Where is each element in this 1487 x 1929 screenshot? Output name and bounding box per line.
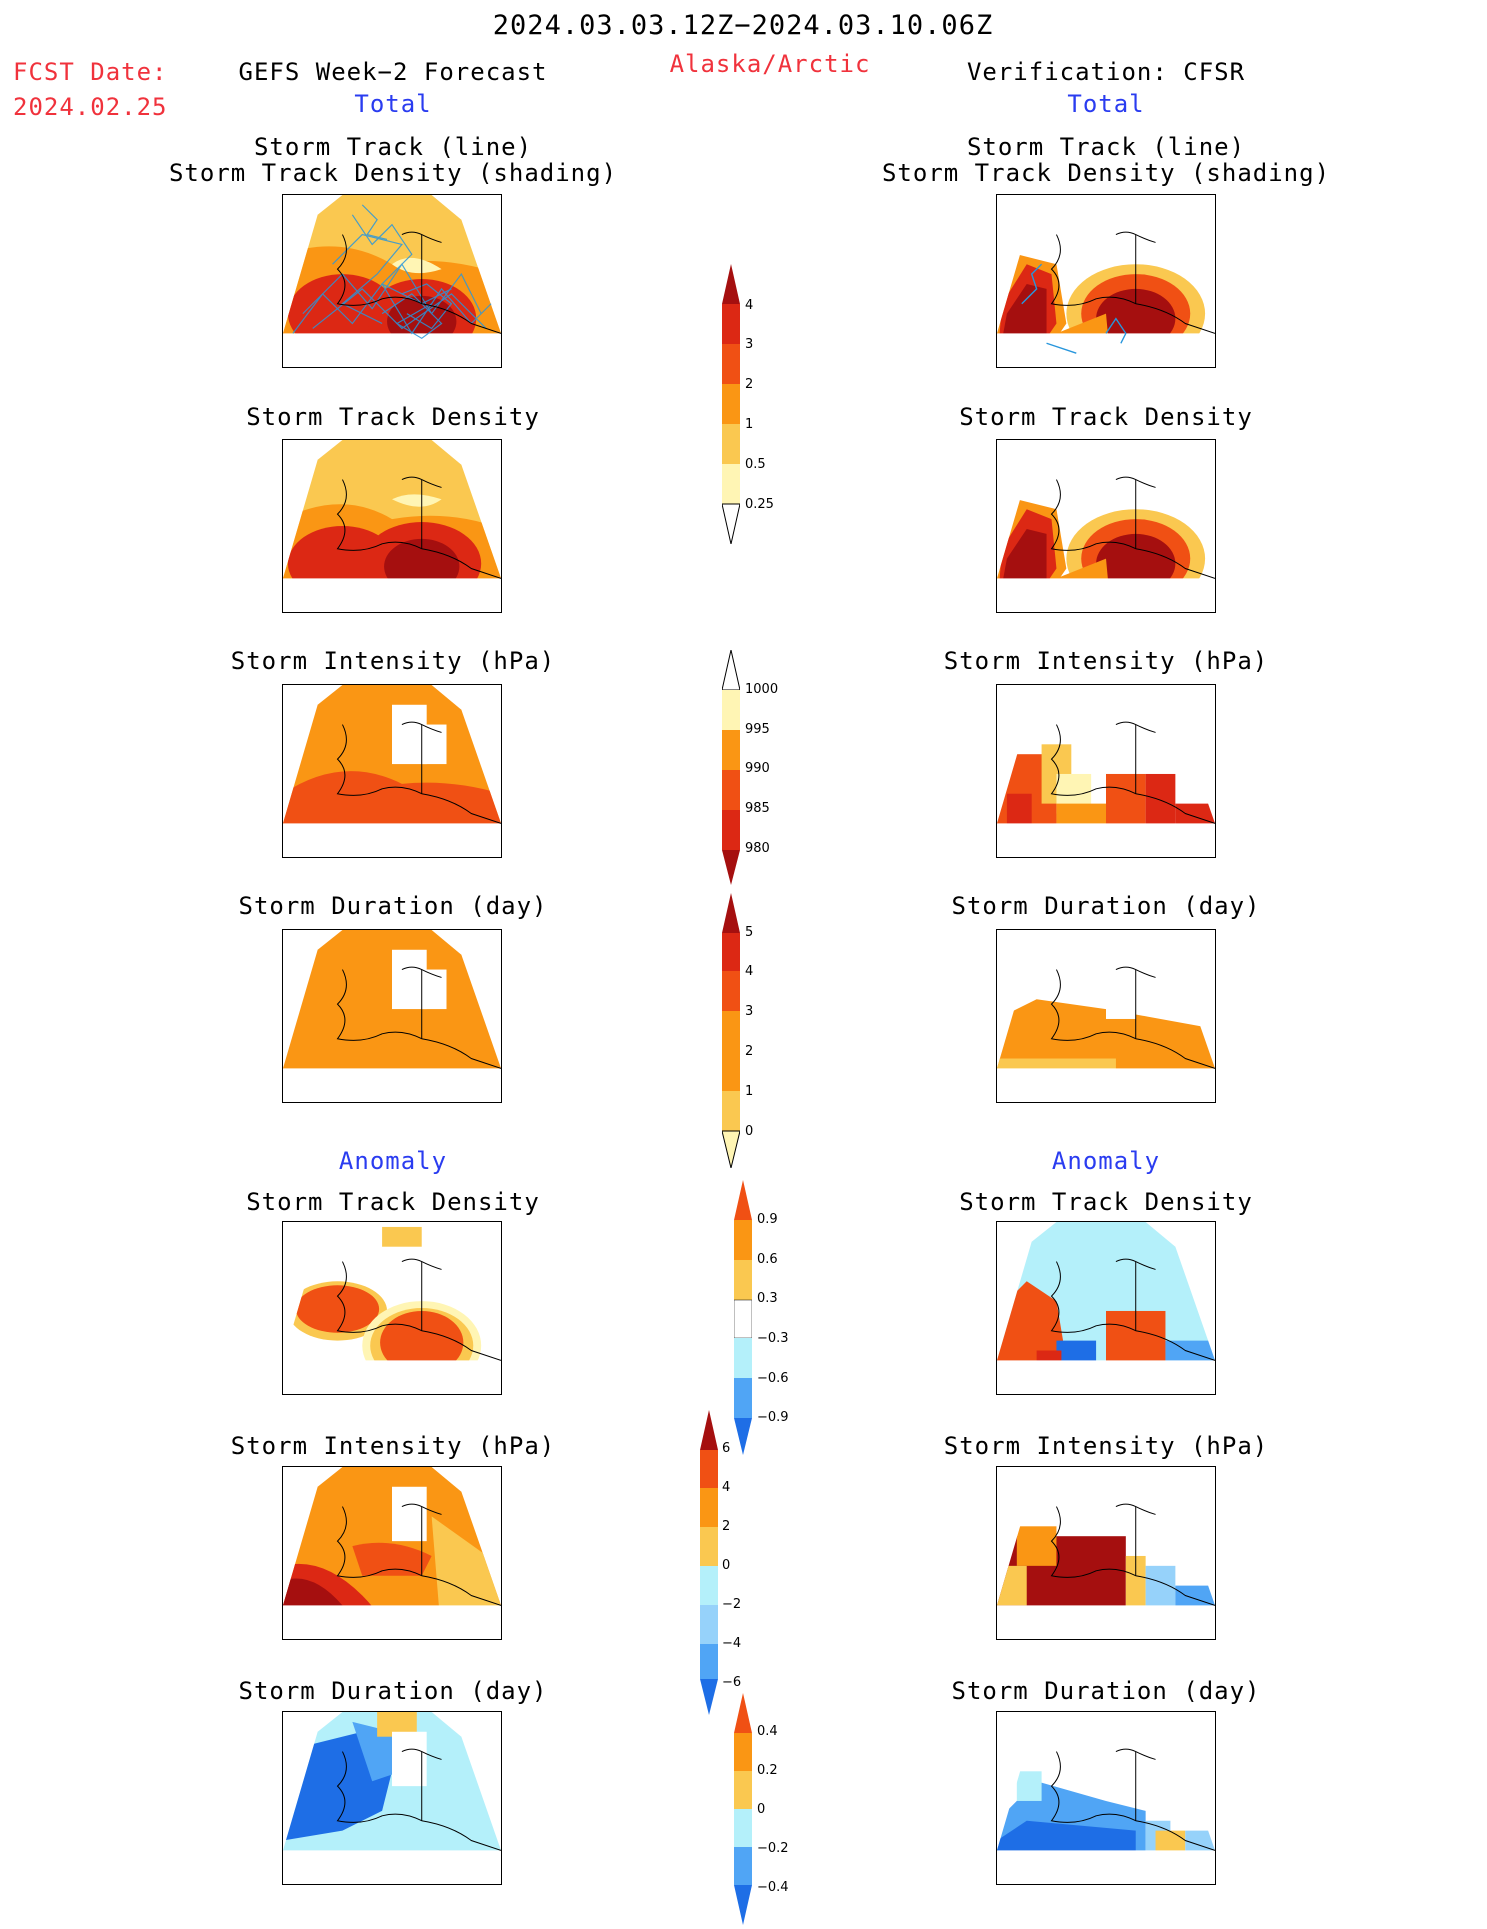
duration-tick-1: 1 <box>745 1084 754 1099</box>
duration-colorbar <box>721 893 741 1169</box>
right-anom-density-map <box>996 1221 1216 1395</box>
left-title: GEFS Week−2 Forecast <box>238 58 548 86</box>
fcst-date: 2024.02.25 <box>13 93 168 121</box>
density-tick-4: 4 <box>745 298 754 313</box>
anom-duration-colorbar <box>734 1693 752 1925</box>
right-p4-title: Storm Duration (day) <box>951 892 1261 920</box>
left-track-map <box>282 194 502 368</box>
left-p7-title: Storm Duration (day) <box>238 1677 548 1705</box>
right-p2-title: Storm Track Density <box>959 403 1253 431</box>
density-colorbar <box>721 264 741 545</box>
density-tick-3: 3 <box>745 337 754 352</box>
right-title: Verification: CFSR <box>966 58 1246 86</box>
fcst-label: FCST Date: <box>13 58 168 86</box>
region-label: Alaska/Arctic <box>669 50 871 78</box>
duration-tick-4: 4 <box>745 964 754 979</box>
left-anomaly-label: Anomaly <box>338 1147 448 1175</box>
intensity-colorbar <box>721 649 741 885</box>
right-anom-intensity-map <box>996 1466 1216 1640</box>
right-p5-title: Storm Track Density <box>959 1188 1253 1216</box>
right-p3-title: Storm Intensity (hPa) <box>943 647 1269 675</box>
anom-duration-tick-0.4: 0.4 <box>757 1724 778 1739</box>
anom-density-tick-neg0.9: −0.9 <box>757 1410 789 1425</box>
left-anom-intensity-map <box>282 1466 502 1640</box>
left-section-total: Total <box>354 90 432 118</box>
right-p1-title-a: Storm Track (line) <box>966 133 1246 161</box>
left-p1-title-b: Storm Track Density (shading) <box>168 159 618 187</box>
anom-intensity-colorbar <box>700 1410 718 1715</box>
anom-duration-tick-neg0.2: −0.2 <box>757 1841 789 1856</box>
anom-intensity-tick-4: 4 <box>722 1480 731 1495</box>
anom-density-tick-0.3: 0.3 <box>757 1291 778 1306</box>
intensity-tick-1000: 1000 <box>745 682 779 697</box>
left-anom-density-map <box>282 1221 502 1395</box>
left-duration-map <box>282 929 502 1103</box>
anom-intensity-tick-neg2: −2 <box>722 1597 742 1612</box>
density-tick-1: 1 <box>745 417 754 432</box>
anom-intensity-tick-neg6: −6 <box>722 1675 742 1690</box>
density-tick-0.5: 0.5 <box>745 457 766 472</box>
right-track-map <box>996 194 1216 368</box>
duration-tick-3: 3 <box>745 1004 754 1019</box>
anom-density-tick-neg0.3: −0.3 <box>757 1331 789 1346</box>
right-density-map <box>996 439 1216 613</box>
density-tick-0.25: 0.25 <box>745 497 774 512</box>
anom-duration-tick-0: 0 <box>757 1802 766 1817</box>
duration-tick-0: 0 <box>745 1124 754 1139</box>
anom-density-colorbar <box>733 1180 753 1455</box>
intensity-tick-980: 980 <box>745 841 770 856</box>
right-intensity-map <box>996 684 1216 858</box>
left-p6-title: Storm Intensity (hPa) <box>230 1432 556 1460</box>
anom-density-tick-neg0.6: −0.6 <box>757 1371 789 1386</box>
left-intensity-map <box>282 684 502 858</box>
anom-density-tick-0.6: 0.6 <box>757 1252 778 1267</box>
right-section-total: Total <box>1067 90 1145 118</box>
left-anom-duration-map <box>282 1711 502 1885</box>
anom-intensity-tick-0: 0 <box>722 1558 731 1573</box>
intensity-tick-985: 985 <box>745 801 770 816</box>
left-p4-title: Storm Duration (day) <box>238 892 548 920</box>
left-density-map <box>282 439 502 613</box>
anom-density-tick-0.9: 0.9 <box>757 1212 778 1227</box>
anom-intensity-tick-2: 2 <box>722 1519 731 1534</box>
anom-intensity-tick-6: 6 <box>722 1441 731 1456</box>
right-p6-title: Storm Intensity (hPa) <box>943 1432 1269 1460</box>
left-p3-title: Storm Intensity (hPa) <box>230 647 556 675</box>
intensity-tick-990: 990 <box>745 761 770 776</box>
right-p1-title-b: Storm Track Density (shading) <box>881 159 1331 187</box>
right-anom-duration-map <box>996 1711 1216 1885</box>
duration-tick-5: 5 <box>745 925 754 940</box>
right-duration-map <box>996 929 1216 1103</box>
left-p5-title: Storm Track Density <box>246 1188 540 1216</box>
density-tick-2: 2 <box>745 377 754 392</box>
anom-duration-tick-neg0.4: −0.4 <box>757 1880 789 1895</box>
right-p7-title: Storm Duration (day) <box>951 1677 1261 1705</box>
date-range: 2024.03.03.12Z−2024.03.10.06Z <box>492 10 994 41</box>
anom-intensity-tick-neg4: −4 <box>722 1636 742 1651</box>
right-anomaly-label: Anomaly <box>1051 1147 1161 1175</box>
left-p2-title: Storm Track Density <box>246 403 540 431</box>
intensity-tick-995: 995 <box>745 722 770 737</box>
duration-tick-2: 2 <box>745 1044 754 1059</box>
left-p1-title-a: Storm Track (line) <box>253 133 533 161</box>
anom-duration-tick-0.2: 0.2 <box>757 1763 778 1778</box>
